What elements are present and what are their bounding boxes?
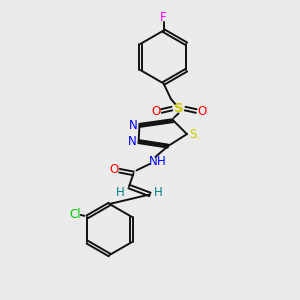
Text: H: H xyxy=(154,185,163,199)
Text: S: S xyxy=(174,101,183,115)
Text: S: S xyxy=(189,128,197,141)
Text: O: O xyxy=(197,105,206,118)
Text: O: O xyxy=(152,105,160,118)
Text: Cl: Cl xyxy=(70,208,81,221)
Text: N: N xyxy=(128,135,137,148)
Text: O: O xyxy=(110,163,118,176)
Text: N: N xyxy=(148,155,158,168)
Text: N: N xyxy=(129,119,138,132)
Text: H: H xyxy=(157,155,166,168)
Text: F: F xyxy=(160,11,167,24)
Text: H: H xyxy=(116,185,125,199)
